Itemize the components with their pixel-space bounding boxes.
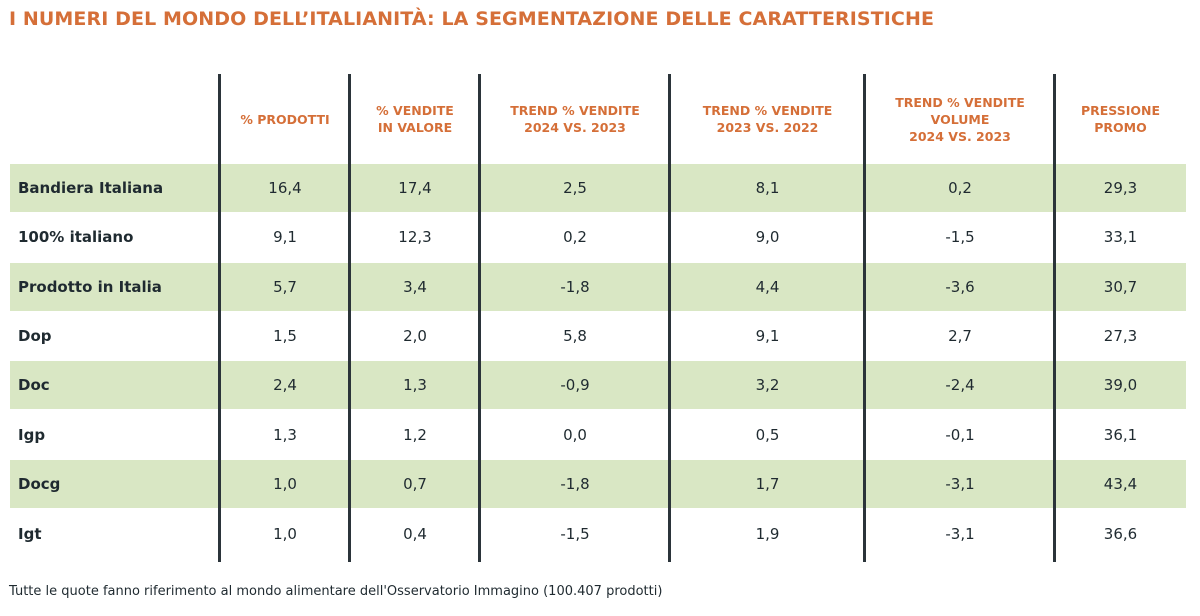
table-cell: -1,5	[945, 228, 975, 246]
table-cell: 0,4	[403, 525, 427, 543]
table-cell: 1,5	[273, 327, 297, 345]
table-cell: 4,4	[755, 278, 780, 296]
table-row: Bandiera Italiana 16,4 17,4 2,5 8,1 0,2 …	[10, 164, 1186, 212]
table-cell: 3,4	[403, 278, 427, 296]
column-header-prodotti: % PRODOTTI	[240, 111, 330, 127]
column-header-vendite-valore: % VENDITE IN VALORE	[376, 103, 454, 135]
column-header-pressione-promo: PRESSIONE PROMO	[1080, 103, 1161, 135]
column-header-trend-volume: TREND % VENDITE VOLUME 2024 VS. 2023	[895, 94, 1025, 144]
table-cell: -1,8	[560, 475, 590, 493]
table-row: Igt 1,0 0,4 -1,5 1,9 -3,1 36,6	[10, 510, 1186, 558]
table-cell: 43,4	[1103, 475, 1138, 493]
table-cell: 0,2	[948, 179, 972, 197]
page-title: I NUMERI DEL MONDO DELL’ITALIANITÀ: LA S…	[9, 8, 935, 30]
table-cell: 2,0	[403, 327, 427, 345]
table-cell: 3,2	[755, 376, 780, 394]
row-label: Igt	[18, 525, 42, 543]
table-cell: 1,2	[403, 426, 427, 444]
table-cell: 1,3	[403, 376, 427, 394]
table-row: 100% italiano 9,1 12,3 0,2 9,0 -1,5 33,1	[10, 213, 1186, 261]
table-cell: -0,1	[945, 426, 975, 444]
column-divider	[863, 74, 866, 562]
table-cell: 29,3	[1103, 179, 1138, 197]
column-divider	[218, 74, 221, 562]
row-label: Dop	[18, 327, 52, 345]
table-cell: -3,1	[945, 525, 975, 543]
row-label: 100% italiano	[18, 228, 134, 246]
table-cell: 12,3	[398, 228, 432, 246]
table-row: Dop 1,5 2,0 5,8 9,1 2,7 27,3	[10, 312, 1186, 360]
table-cell: 0,7	[403, 475, 427, 493]
table-cell: -3,1	[945, 475, 975, 493]
table-cell: -2,4	[945, 376, 975, 394]
column-divider	[1053, 74, 1056, 562]
table-cell: 0,2	[563, 228, 587, 246]
table-cell: 0,0	[563, 426, 587, 444]
table-cell: 5,7	[273, 278, 297, 296]
table-cell: 1,9	[755, 525, 780, 543]
column-divider	[348, 74, 351, 562]
table-cell: 9,1	[755, 327, 780, 345]
table-cell: -1,5	[560, 525, 590, 543]
table-cell: 1,0	[273, 475, 297, 493]
table-cell: -1,8	[560, 278, 590, 296]
table-row: Igp 1,3 1,2 0,0 0,5 -0,1 36,1	[10, 411, 1186, 459]
table-cell: 2,5	[563, 179, 587, 197]
column-header-trend-2023: TREND % VENDITE 2023 VS. 2022	[702, 103, 833, 135]
row-label: Docg	[18, 475, 61, 493]
table-cell: 5,8	[563, 327, 587, 345]
table-cell: 33,1	[1103, 228, 1138, 246]
table-cell: 2,4	[273, 376, 297, 394]
table-cell: -3,6	[945, 278, 975, 296]
table-row: Doc 2,4 1,3 -0,9 3,2 -2,4 39,0	[10, 361, 1186, 409]
column-divider	[668, 74, 671, 562]
table-row: Prodotto in Italia 5,7 3,4 -1,8 4,4 -3,6…	[10, 263, 1186, 311]
row-label: Prodotto in Italia	[18, 278, 162, 296]
data-table: % PRODOTTI % VENDITE IN VALORE TREND % V…	[10, 74, 1186, 562]
table-row: Docg 1,0 0,7 -1,8 1,7 -3,1 43,4	[10, 460, 1186, 508]
table-cell: 2,7	[948, 327, 972, 345]
table-cell: 9,1	[273, 228, 297, 246]
table-cell: 0,5	[755, 426, 780, 444]
table-cell: 39,0	[1103, 376, 1138, 394]
table-cell: 1,0	[273, 525, 297, 543]
table-header: % PRODOTTI % VENDITE IN VALORE TREND % V…	[10, 74, 1186, 164]
table-cell: 27,3	[1103, 327, 1138, 345]
table-cell: -0,9	[560, 376, 590, 394]
table-cell: 1,7	[755, 475, 780, 493]
row-label: Bandiera Italiana	[18, 179, 164, 197]
column-header-trend-2024: TREND % VENDITE 2024 VS. 2023	[510, 103, 640, 135]
table-cell: 8,1	[755, 179, 780, 197]
table-cell: 1,3	[273, 426, 297, 444]
table-cell: 36,6	[1103, 525, 1138, 543]
table-cell: 17,4	[398, 179, 432, 197]
table-cell: 16,4	[268, 179, 302, 197]
row-label: Doc	[18, 376, 50, 394]
table-cell: 9,0	[755, 228, 780, 246]
footnote: Tutte le quote fanno riferimento al mond…	[9, 584, 663, 599]
table-cell: 36,1	[1103, 426, 1138, 444]
row-label: Igp	[18, 426, 46, 444]
column-divider	[478, 74, 481, 562]
table-cell: 30,7	[1103, 278, 1138, 296]
